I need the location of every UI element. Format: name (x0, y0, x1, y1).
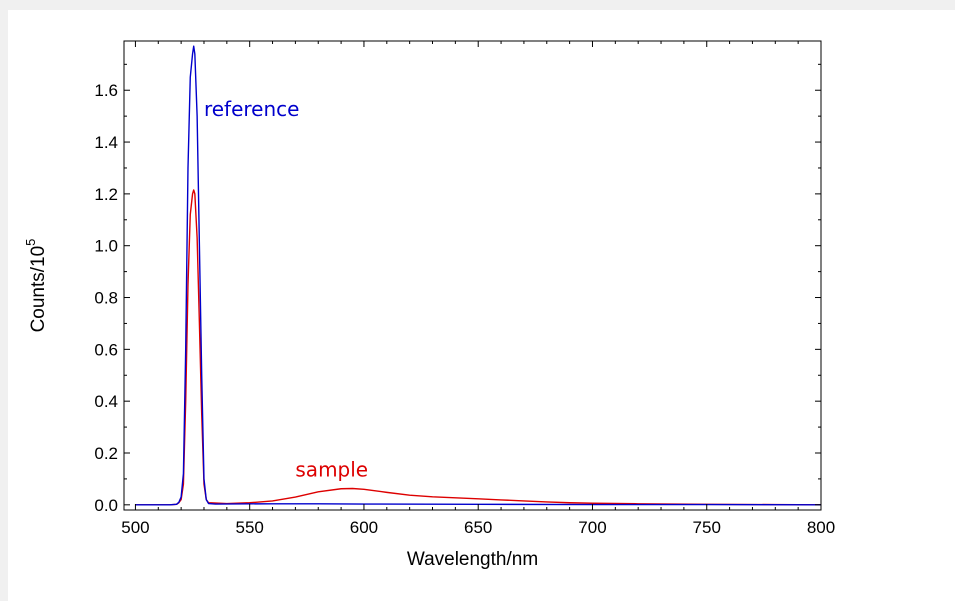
x-tick-label: 700 (578, 518, 606, 537)
y-tick-label: 0.6 (94, 340, 118, 359)
annotation-sample: sample (295, 457, 368, 481)
x-axis-label: Wavelength/nm (407, 549, 538, 570)
y-tick-label: 0.8 (94, 289, 118, 308)
y-axis-label-exponent: 5 (23, 239, 38, 246)
ticks-layer: 500 550 600 650 700 750 800 0.0 0.2 0.4 0.6 0.8 1.0 1… (94, 41, 835, 537)
x-tick-label: 500 (121, 518, 149, 537)
x-tick-label: 800 (807, 518, 835, 537)
y-axis-label: Counts/105 (23, 239, 49, 333)
y-tick-label: 0.0 (94, 496, 118, 515)
y-tick-label: 1.4 (94, 133, 118, 152)
y-tick-label: 1.2 (94, 185, 118, 204)
series-line-sample (135, 189, 822, 506)
y-tick-label: 1.0 (94, 237, 118, 256)
chart-frame: 500 550 600 650 700 750 800 0.0 0.2 0.4 0.6 0.8 1.0 1… (8, 10, 955, 601)
x-tick-label: 600 (350, 518, 378, 537)
spectrum-chart: 500 550 600 650 700 750 800 0.0 0.2 0.4 0.6 0.8 1.0 1… (23, 40, 835, 570)
series-line-reference (135, 45, 822, 506)
x-tick-label: 650 (464, 518, 492, 537)
x-tick-label: 550 (236, 518, 264, 537)
x-tick-label: 750 (693, 518, 721, 537)
y-tick-label: 1.6 (94, 81, 118, 100)
annotation-reference: reference (204, 97, 300, 121)
plot-area-border (123, 40, 822, 511)
y-tick-label: 0.4 (94, 392, 118, 411)
y-tick-label: 0.2 (94, 444, 118, 463)
series-layer (135, 45, 822, 506)
y-axis-label-base: Counts/10 (28, 246, 49, 333)
annotation-layer: reference sample (204, 97, 368, 481)
